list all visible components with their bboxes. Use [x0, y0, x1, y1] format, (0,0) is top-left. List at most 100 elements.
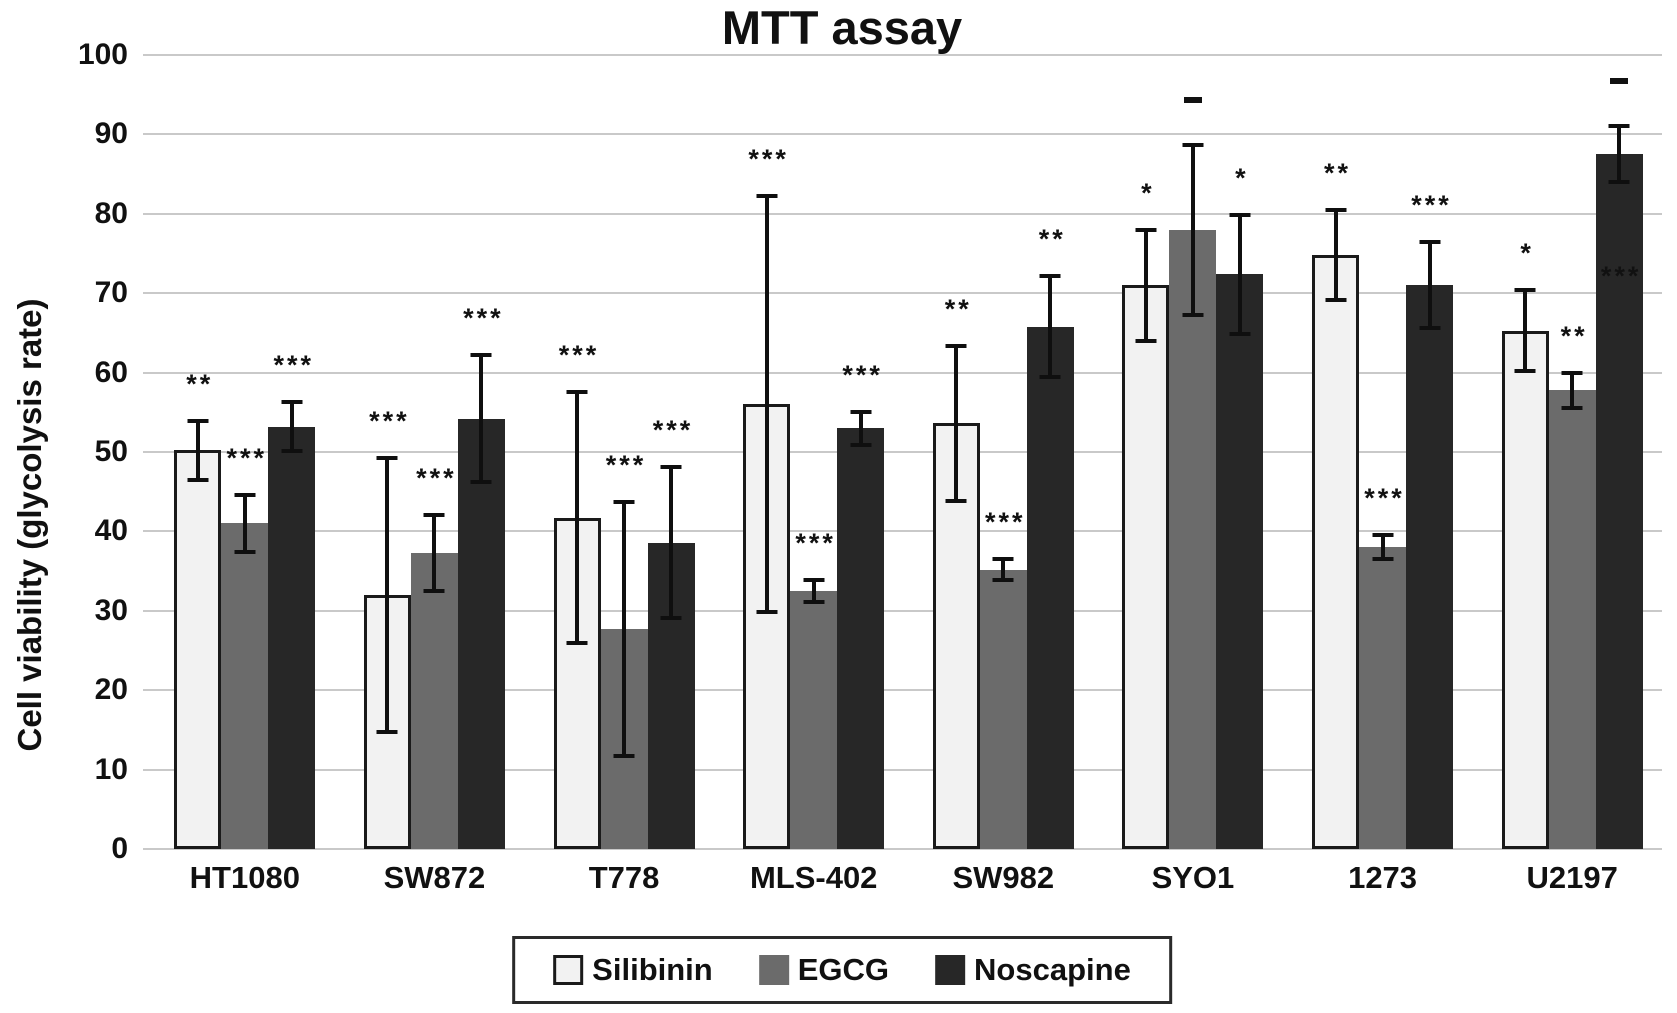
- significance-marker: *: [1141, 177, 1155, 208]
- gridline: [143, 212, 1662, 215]
- error-bar-cap: [1561, 370, 1583, 375]
- significance-marker: ***: [795, 527, 836, 558]
- error-bar: [1333, 209, 1338, 301]
- y-tick-label: 100: [77, 38, 128, 71]
- legend-item-egcg: EGCG: [758, 952, 890, 988]
- error-bar-cap: [803, 600, 825, 605]
- error-bar-cap: [992, 577, 1014, 582]
- error-bar-cap: [566, 390, 588, 395]
- error-bar-cap: [187, 477, 209, 482]
- error-bar-cap: [1039, 375, 1061, 380]
- error-bar-cap: [1325, 298, 1347, 303]
- y-tick-label: 30: [94, 593, 128, 627]
- error-bar-cap: [1608, 124, 1630, 129]
- error-bar-cap: [234, 492, 256, 497]
- y-tick-label: 10: [94, 752, 128, 786]
- significance-marker: **: [1324, 157, 1352, 188]
- error-bar: [195, 421, 200, 480]
- error-bar-cap: [281, 449, 303, 454]
- error-bar-cap: [1514, 288, 1536, 293]
- chart-title: MTT assay: [721, 1, 963, 54]
- error-bar-cap: [1135, 227, 1157, 232]
- gridline: [143, 54, 1662, 56]
- error-bar-cap: [1372, 533, 1394, 538]
- legend-item-silibinin: Silibinin: [553, 952, 713, 988]
- error-bar-cap: [376, 455, 398, 460]
- significance-marker: **: [1560, 320, 1588, 351]
- significance-marker: **: [944, 293, 972, 324]
- error-bar: [669, 467, 674, 618]
- ns-dash-marker: [1610, 78, 1629, 85]
- significance-marker: ***: [652, 415, 694, 446]
- x-tick-label: SW982: [952, 860, 1055, 895]
- significance-marker: ***: [369, 405, 410, 436]
- error-bar-cap: [803, 577, 825, 582]
- significance-marker: ***: [748, 144, 789, 175]
- legend-label-silibinin: Silibinin: [592, 952, 713, 987]
- bar-noscapine: [1406, 285, 1454, 849]
- y-tick-label: 80: [94, 196, 128, 230]
- error-bar-cap: [613, 754, 635, 759]
- error-bar-cap: [1135, 338, 1157, 343]
- significance-marker: *: [1235, 162, 1249, 193]
- bar-silibinin: [174, 450, 222, 849]
- error-bar-cap: [234, 550, 256, 555]
- y-tick-label: 50: [94, 435, 128, 468]
- error-bar-cap: [1419, 240, 1441, 245]
- bar-egcg: [790, 590, 838, 849]
- error-bar: [385, 457, 390, 733]
- error-bar-cap: [945, 343, 967, 348]
- error-bar: [811, 579, 816, 603]
- bar-egcg: [1169, 229, 1217, 849]
- error-bar-cap: [660, 615, 682, 620]
- significance-marker: ***: [605, 450, 647, 481]
- error-bar-cap: [376, 730, 398, 735]
- ns-dash-marker: [1183, 96, 1202, 103]
- error-bar: [1001, 559, 1006, 580]
- bar-noscapine: [837, 428, 885, 849]
- x-tick-label: T778: [588, 860, 660, 895]
- bar-egcg: [410, 552, 458, 849]
- gridline: [143, 451, 1662, 453]
- error-bar-cap: [566, 641, 588, 646]
- legend-swatch-silibinin: [553, 955, 584, 985]
- error-bar-cap: [660, 465, 682, 470]
- bar-noscapine: [457, 418, 505, 849]
- error-bar: [954, 345, 959, 502]
- error-bar: [1048, 275, 1053, 378]
- significance-marker: ***: [416, 462, 457, 493]
- significance-marker: ***: [226, 442, 268, 473]
- error-bar-cap: [1229, 212, 1251, 217]
- error-bar-cap: [1419, 326, 1441, 331]
- error-bar: [1237, 214, 1242, 334]
- error-bar-cap: [850, 409, 872, 414]
- error-bar-cap: [850, 442, 872, 447]
- bar-noscapine: [268, 426, 316, 849]
- error-bar-cap: [281, 399, 303, 404]
- y-tick-label: 60: [94, 355, 128, 389]
- gridline: [143, 530, 1662, 533]
- error-bar-cap: [945, 499, 967, 504]
- legend-swatch-noscapine: [935, 955, 966, 985]
- error-bar: [1143, 229, 1148, 341]
- error-bar: [1617, 126, 1622, 183]
- significance-marker: ***: [558, 340, 600, 371]
- error-bar-cap: [1608, 180, 1630, 185]
- bar-silibinin: [1501, 330, 1549, 849]
- gridline: [143, 689, 1662, 692]
- error-bar-cap: [470, 480, 492, 485]
- error-bar-cap: [1182, 142, 1204, 147]
- legend-label-noscapine: Noscapine: [974, 952, 1131, 987]
- bar-egcg: [1548, 390, 1596, 849]
- significance-marker: ***: [842, 359, 883, 390]
- y-tick-label: 40: [94, 514, 128, 548]
- error-bar: [289, 401, 294, 452]
- error-bar-cap: [1182, 312, 1204, 317]
- significance-marker: **: [1038, 223, 1066, 254]
- error-bar-cap: [1514, 369, 1536, 373]
- y-tick-label: 0: [111, 832, 128, 865]
- significance-marker: *: [1520, 238, 1534, 269]
- legend-label-egcg: EGCG: [797, 952, 890, 987]
- significance-marker: **: [186, 369, 214, 400]
- bar-egcg: [221, 523, 269, 849]
